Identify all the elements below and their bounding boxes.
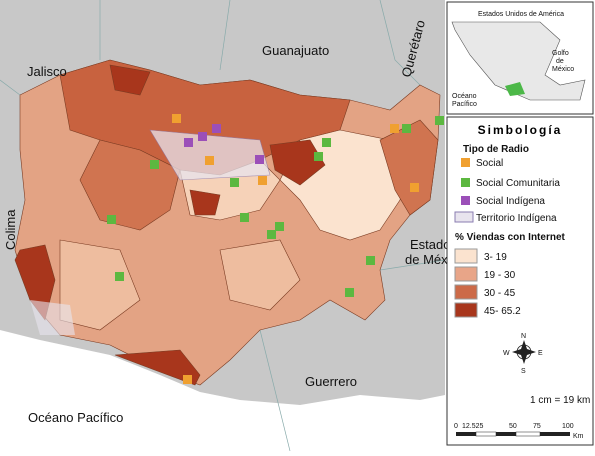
map-shape bbox=[345, 288, 354, 297]
municipality-area bbox=[109, 64, 151, 96]
map-shape bbox=[496, 432, 516, 436]
compass-label: N bbox=[521, 333, 526, 340]
map-shape bbox=[540, 432, 570, 436]
neighbor-label: Guanajuato bbox=[262, 43, 329, 58]
map-shape bbox=[366, 256, 375, 265]
map-shape bbox=[115, 272, 124, 281]
legend-label: Social bbox=[476, 158, 503, 169]
scale-tick: 0 bbox=[454, 423, 458, 430]
map-shape bbox=[435, 116, 444, 125]
map-shape bbox=[205, 156, 214, 165]
map-shape bbox=[198, 132, 207, 141]
municipality-area bbox=[219, 239, 301, 311]
legend-label: 3- 19 bbox=[484, 252, 507, 263]
inset-label: de bbox=[556, 58, 564, 65]
legend-label: 30 - 45 bbox=[484, 288, 516, 299]
map-shape bbox=[230, 178, 239, 187]
legend-label: 19 - 30 bbox=[484, 270, 516, 281]
compass-label: S bbox=[521, 368, 526, 375]
map-shape bbox=[184, 138, 193, 147]
legend-swatch bbox=[454, 248, 478, 264]
legend-label: Social Comunitaria bbox=[476, 178, 560, 189]
legend-label: Territorio Indígena bbox=[476, 213, 557, 224]
map-shape bbox=[516, 344, 532, 360]
municipality-area bbox=[379, 119, 439, 216]
map-shape bbox=[183, 375, 192, 384]
map-shape bbox=[402, 124, 411, 133]
map-shape bbox=[410, 183, 419, 192]
state-border bbox=[0, 0, 446, 452]
map-shape bbox=[515, 431, 541, 437]
map-shape bbox=[390, 124, 399, 133]
inset-label: Océano bbox=[452, 93, 477, 100]
inset-label: Pacífico bbox=[452, 101, 477, 108]
legend-title: Simbología bbox=[478, 123, 563, 137]
map-shape bbox=[314, 152, 323, 161]
map-shape bbox=[240, 213, 249, 222]
map-shape bbox=[255, 155, 264, 164]
map-shape bbox=[258, 176, 267, 185]
radio-icons bbox=[107, 114, 444, 384]
legend-icon bbox=[461, 158, 470, 167]
municipality-area bbox=[269, 139, 326, 186]
inset-map: Estados Unidos de América Golfo de Méxic… bbox=[446, 1, 594, 115]
legend-icon bbox=[461, 178, 470, 187]
map-shape bbox=[505, 82, 525, 96]
legend-swatch bbox=[454, 302, 478, 318]
scale-ratio: 1 cm = 19 km bbox=[530, 395, 590, 406]
compass-label: W bbox=[503, 350, 510, 357]
map-shape bbox=[150, 160, 159, 169]
legend-heading: % Viendas con Internet bbox=[455, 232, 566, 243]
map-shape bbox=[322, 138, 331, 147]
map-shape bbox=[275, 222, 284, 231]
ocean bbox=[0, 330, 445, 451]
scale-unit: Km bbox=[573, 433, 584, 440]
legend-swatch bbox=[454, 266, 478, 282]
map-shape bbox=[475, 431, 497, 437]
scale-bar bbox=[456, 431, 570, 437]
map-shape bbox=[451, 21, 586, 101]
legend-swatch bbox=[454, 211, 474, 223]
indigenous-territory bbox=[149, 129, 271, 181]
legend-swatch bbox=[454, 284, 478, 300]
municipality-area bbox=[114, 349, 201, 386]
map-shape bbox=[267, 230, 276, 239]
compass-label: E bbox=[538, 350, 543, 357]
legend-heading: Tipo de Radio bbox=[463, 144, 529, 155]
legend-icon bbox=[461, 196, 470, 205]
scale-tick: 12.525 bbox=[462, 423, 484, 430]
map-shape bbox=[456, 432, 476, 436]
inset-label: Estados Unidos de América bbox=[478, 11, 564, 18]
neighbor-label: Estado bbox=[410, 237, 450, 252]
municipality-area bbox=[189, 189, 221, 216]
scale-tick: 100 bbox=[562, 423, 574, 430]
legend-label: 45- 65.2 bbox=[484, 306, 521, 317]
legend-label: Social Indígena bbox=[476, 196, 545, 207]
scale-tick: 75 bbox=[533, 423, 541, 430]
neighbor-label: Jalisco bbox=[27, 64, 67, 79]
neighbor-label: Colima bbox=[3, 209, 18, 250]
indigenous-territory bbox=[30, 300, 75, 335]
neighbor-label: Guerrero bbox=[305, 374, 357, 389]
scale-tick: 50 bbox=[509, 423, 517, 430]
inset-label: Golfo bbox=[552, 50, 569, 57]
map-shape bbox=[212, 124, 221, 133]
inset-label: México bbox=[552, 66, 574, 73]
map-shape bbox=[172, 114, 181, 123]
ocean-label: Océano Pacífico bbox=[28, 410, 123, 425]
map-shape bbox=[512, 340, 536, 364]
map-shape bbox=[107, 215, 116, 224]
compass: N S E W bbox=[503, 333, 543, 375]
